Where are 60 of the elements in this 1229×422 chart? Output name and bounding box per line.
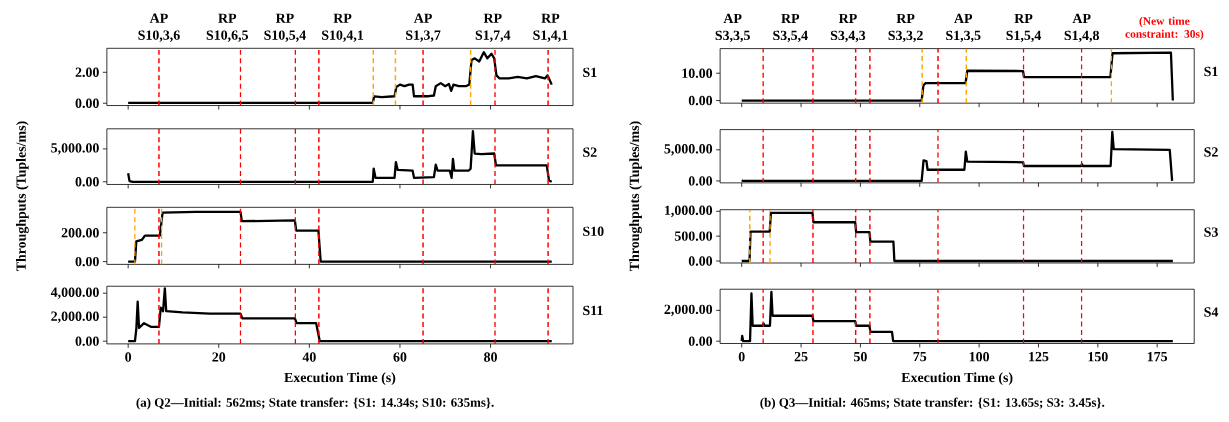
y-tick-label: 0.00 [75, 98, 99, 108]
ref-line-label: RP S10,5,4 [264, 13, 306, 42]
x-axis-title: Execution Time (s) [901, 372, 1013, 385]
ref-line-label: RP S3,5,4 [773, 13, 808, 42]
y-tick-label: 0.00 [75, 176, 99, 187]
y-tick-label: 0.00 [688, 176, 713, 186]
x-tick-label: 150 [1088, 351, 1108, 362]
ref-line-label: RP S1,5,4 [1006, 13, 1042, 42]
y-tick-label: 0.00 [688, 256, 713, 266]
x-tick-label: 20 [212, 352, 226, 362]
text: (New time constraint: 30s) [1125, 16, 1204, 40]
text: S1 [1204, 66, 1218, 76]
text: S11 [583, 305, 603, 315]
y-tick-label: 2,000.00 [51, 311, 99, 323]
x-tick-label: 40 [302, 352, 316, 362]
y-tick-label: 5,000.00 [664, 143, 713, 156]
x-tick-label: 100 [969, 351, 990, 362]
text: S10 [583, 226, 604, 236]
text: S2 [1204, 147, 1218, 157]
text: S4 [1204, 307, 1219, 317]
ref-line-label: RP S3,4,3 [830, 13, 866, 42]
text: S3 [1204, 227, 1218, 237]
x-tick-label: 50 [854, 351, 867, 362]
y-tick-label: 1,000.00 [665, 205, 713, 217]
y-tick-label: 500.00 [674, 231, 713, 241]
x-tick-label: 125 [1029, 351, 1049, 362]
text: S1 [583, 67, 597, 77]
y-tick-label: 2,000.00 [664, 304, 713, 316]
y-tick-label: 0.00 [75, 256, 99, 267]
x-tick-label: 60 [393, 352, 407, 362]
ref-line-label: AP S1,3,7 [406, 13, 441, 42]
ref-line-label: AP S3,3,5 [715, 13, 750, 42]
y-tick-label: 0.00 [688, 336, 713, 346]
ref-line-label: RP S3,3,2 [888, 13, 923, 42]
ref-line-label: RP S1,4,1 [533, 13, 568, 42]
ref-line-label: RP S10,6,5 [206, 13, 249, 42]
ref-line-label: RP S10,4,1 [322, 13, 364, 42]
ref-line-label: AP S1,3,5 [946, 13, 981, 42]
ref-line-label: RP S1,7,4 [475, 13, 511, 42]
text: (b) Q3—Initial: 465ms; State transfer: {S1: 13.65s; S3: 3.45s}. [760, 397, 1105, 410]
x-tick-label: 0 [125, 352, 132, 362]
x-axis-title: Execution Time (s) [284, 372, 396, 385]
y-axis-title: Throughputs (Tuples/ms) [629, 121, 642, 271]
x-tick-label: 0 [738, 351, 745, 362]
y-tick-label: 200.00 [61, 227, 99, 238]
y-tick-label: 2.00 [75, 67, 99, 77]
x-tick-label: 175 [1147, 351, 1168, 362]
y-tick-label: 0.00 [75, 336, 99, 346]
y-tick-label: 10.00 [682, 68, 713, 78]
y-tick-label: 0.00 [688, 95, 713, 106]
x-tick-label: 75 [913, 351, 927, 362]
x-tick-label: 80 [484, 352, 497, 362]
text: (a) Q2—Initial: 562ms; State transfer: {S1: 14.34s; S10: 635ms}. [136, 397, 494, 410]
y-axis-title: Throughputs (Tuples/ms) [16, 121, 29, 271]
text: S2 [583, 147, 597, 157]
ref-line-label: AP S1,4,8 [1064, 13, 1099, 42]
y-tick-label: 5,000.00 [51, 143, 99, 155]
ref-line-label: AP S10,3,6 [138, 13, 180, 42]
y-tick-label: 4,000.00 [50, 287, 99, 299]
x-tick-label: 25 [794, 351, 808, 362]
